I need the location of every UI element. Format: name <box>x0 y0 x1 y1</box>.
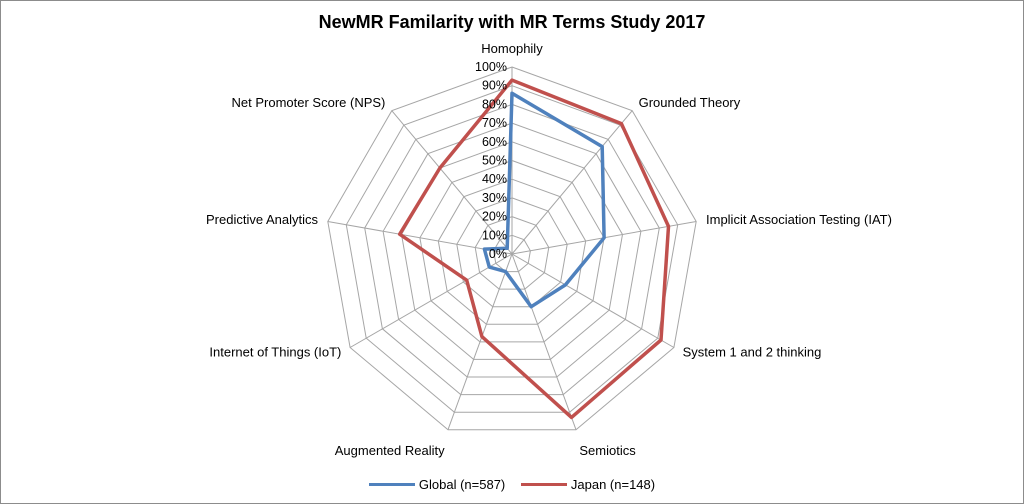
chart-title: NewMR Familarity with MR Terms Study 201… <box>318 12 706 32</box>
radar-labels: 0% 10% 20% 30% 40% 50% 60% 70% 80% 90% 100% Homophi… <box>206 41 892 458</box>
tick-label: 40% <box>482 172 507 186</box>
tick-label: 70% <box>482 116 507 130</box>
grid-ring <box>345 85 679 413</box>
grid-spoke <box>447 253 513 430</box>
grid-ring <box>327 66 697 431</box>
grid-ring <box>419 159 605 343</box>
category-label: Augmented Reality <box>335 443 445 458</box>
grid-ring <box>493 234 531 273</box>
legend-label-japan: Japan (n=148) <box>570 477 656 492</box>
grid-ring <box>474 216 550 290</box>
tick-label: 20% <box>482 210 507 224</box>
legend-swatch-global <box>368 483 415 486</box>
category-label: Implicit Association Testing (IAT) <box>706 212 892 227</box>
grid-spoke <box>511 110 633 255</box>
grid-ring <box>382 122 642 378</box>
grid-spoke <box>511 253 675 348</box>
tick-label: 90% <box>482 79 507 93</box>
category-label: System 1 and 2 thinking <box>683 345 822 360</box>
category-label: Homophily <box>481 41 543 56</box>
legend-swatch-japan <box>520 483 567 486</box>
grid-spoke <box>349 253 513 348</box>
tick-label: 30% <box>482 191 507 205</box>
grid-ring <box>456 197 568 308</box>
series-global-line <box>482 91 606 309</box>
tick-label: 0% <box>489 247 507 261</box>
category-label: Predictive Analytics <box>206 212 318 227</box>
tick-label: 100% <box>475 60 507 74</box>
category-label: Internet of Things (IoT) <box>209 345 341 360</box>
category-label: Grounded Theory <box>639 95 741 110</box>
legend: Global (n=587) Japan (n=148) <box>0 474 1024 492</box>
category-label: Semiotics <box>579 443 636 458</box>
series-japan-line <box>397 78 671 420</box>
legend-item-japan: Japan (n=148) <box>520 477 656 492</box>
category-label: Net Promoter Score (NPS) <box>232 95 386 110</box>
tick-label: 10% <box>482 228 507 242</box>
tick-label: 50% <box>482 154 507 168</box>
grid-ring <box>437 178 587 325</box>
grid-spoke <box>391 110 513 255</box>
tick-label: 80% <box>482 97 507 111</box>
legend-label-global: Global (n=587) <box>418 477 506 492</box>
legend-item-global: Global (n=587) <box>368 477 506 492</box>
tick-label: 60% <box>482 135 507 149</box>
radar-series <box>397 78 671 420</box>
grid-spoke <box>511 253 577 430</box>
grid-spoke <box>327 221 513 255</box>
grid-ring <box>364 103 660 396</box>
